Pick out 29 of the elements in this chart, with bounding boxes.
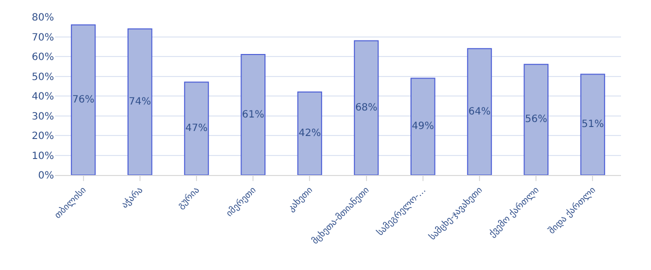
data-label: 61% <box>242 109 264 120</box>
data-label: 76% <box>72 94 94 106</box>
bar <box>410 78 436 175</box>
bar <box>240 54 266 175</box>
data-label: 74% <box>128 96 152 108</box>
data-label: 51% <box>582 119 604 130</box>
bar <box>70 24 96 175</box>
bar <box>128 28 152 175</box>
y-tick-label: 70% <box>32 32 54 44</box>
y-tick-label: 20% <box>32 131 54 142</box>
y-tick-label: 30% <box>32 111 54 122</box>
bar <box>354 40 379 175</box>
data-label: 47% <box>185 123 208 134</box>
y-tick-label: 40% <box>32 92 54 102</box>
data-label: 49% <box>412 121 434 132</box>
bar <box>184 82 209 175</box>
y-tick-label: 50% <box>32 72 54 83</box>
bar <box>467 48 492 175</box>
bar <box>580 74 606 175</box>
y-tick-label: 10% <box>32 150 54 162</box>
data-label: 42% <box>298 128 321 140</box>
bar <box>297 92 322 175</box>
y-tick-label: 60% <box>32 52 54 63</box>
bar <box>524 64 548 175</box>
y-tick-label: 0% <box>38 170 54 182</box>
data-label: 56% <box>524 114 548 126</box>
data-label: 68% <box>355 102 378 114</box>
y-tick-label: 80% <box>32 12 54 24</box>
data-label: 64% <box>468 106 491 118</box>
